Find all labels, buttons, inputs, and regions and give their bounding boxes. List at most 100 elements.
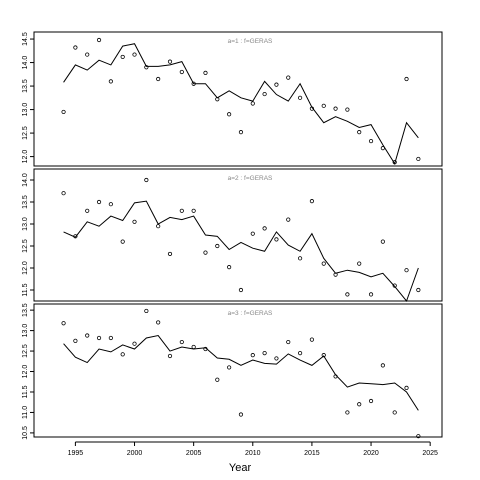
data-point bbox=[404, 76, 409, 82]
data-point bbox=[96, 335, 102, 341]
data-point bbox=[191, 344, 196, 350]
data-point bbox=[416, 287, 421, 293]
data-point bbox=[368, 138, 374, 144]
data-point bbox=[203, 70, 208, 76]
y-tick-label: 14.0 bbox=[22, 173, 29, 187]
data-point bbox=[203, 250, 208, 255]
panel-1: a=1 : f=GERAS 12.0 12.5 13.0 13.5 14.0 14.5 bbox=[22, 31, 443, 167]
data-point bbox=[73, 338, 78, 343]
data-point bbox=[238, 412, 244, 417]
data-point bbox=[85, 52, 90, 57]
y-tick-label: 12.5 bbox=[22, 239, 29, 253]
data-point bbox=[191, 81, 196, 86]
data-point bbox=[227, 265, 232, 270]
series-line bbox=[63, 43, 419, 165]
data-point bbox=[380, 239, 385, 244]
data-point bbox=[297, 256, 303, 261]
data-point bbox=[61, 109, 66, 115]
data-point bbox=[297, 95, 303, 100]
data-point bbox=[286, 217, 291, 222]
data-point bbox=[85, 208, 90, 213]
data-point bbox=[120, 54, 125, 60]
data-point bbox=[380, 363, 385, 368]
data-point bbox=[345, 410, 350, 415]
data-point bbox=[179, 208, 184, 213]
data-point bbox=[321, 261, 326, 266]
data-point bbox=[156, 224, 161, 229]
data-point bbox=[191, 208, 196, 213]
data-point bbox=[96, 37, 102, 43]
data-point bbox=[144, 308, 149, 314]
data-point bbox=[297, 351, 303, 356]
data-point bbox=[108, 79, 113, 84]
panel-frame bbox=[33, 168, 443, 302]
panel-frame bbox=[33, 303, 443, 438]
data-point bbox=[120, 352, 125, 357]
data-point bbox=[215, 243, 220, 249]
data-point bbox=[345, 107, 350, 112]
data-point bbox=[120, 239, 125, 244]
data-point bbox=[156, 320, 161, 325]
data-point bbox=[333, 106, 338, 111]
data-point bbox=[179, 339, 184, 345]
data-point bbox=[404, 385, 409, 390]
panel-label: a=1 : f=GERAS bbox=[228, 38, 273, 45]
x-tick-label: 2015 bbox=[304, 450, 320, 457]
data-point bbox=[61, 191, 66, 196]
data-point bbox=[144, 177, 149, 183]
panel-label: a=3 : f=GERAS bbox=[228, 310, 273, 317]
y-tick-label: 13.0 bbox=[22, 103, 29, 117]
data-point bbox=[274, 237, 279, 242]
y-tick-label: 12.0 bbox=[22, 150, 29, 164]
data-point bbox=[108, 335, 113, 341]
data-point bbox=[132, 341, 137, 346]
x-tick-label: 2010 bbox=[245, 450, 261, 457]
y-tick-label: 11.5 bbox=[22, 283, 29, 296]
data-point bbox=[286, 339, 291, 345]
y-tick-label: 12.5 bbox=[22, 344, 29, 358]
data-point bbox=[238, 130, 244, 135]
data-point bbox=[357, 402, 362, 407]
data-point bbox=[262, 226, 267, 231]
data-point bbox=[416, 434, 421, 439]
data-point bbox=[227, 112, 232, 117]
data-point bbox=[132, 52, 137, 57]
data-point bbox=[416, 156, 421, 162]
data-point bbox=[132, 219, 137, 224]
series-line bbox=[63, 334, 419, 411]
data-point bbox=[321, 103, 326, 108]
data-point bbox=[345, 292, 350, 297]
data-point bbox=[333, 272, 338, 277]
panel-label: a=2 : f=GERAS bbox=[228, 175, 273, 182]
chart-panels: a=1 : f=GERAS 12.0 12.5 13.0 13.5 14.0 14.5 a=2… bbox=[22, 31, 443, 440]
y-tick-label: 10.5 bbox=[22, 426, 29, 440]
y-tick-label: 12.5 bbox=[22, 126, 29, 140]
data-point bbox=[404, 268, 409, 273]
y-tick-label: 12.0 bbox=[22, 365, 29, 379]
y-tick-label: 11.0 bbox=[22, 406, 29, 419]
y-tick-label: 14.5 bbox=[22, 32, 29, 46]
data-point bbox=[262, 91, 267, 97]
data-point bbox=[85, 333, 90, 338]
data-point bbox=[368, 292, 374, 297]
data-point bbox=[392, 160, 397, 165]
data-point bbox=[309, 106, 315, 111]
data-point bbox=[321, 353, 326, 358]
x-tick-label: 2020 bbox=[363, 450, 379, 457]
x-tick-label: 2000 bbox=[127, 450, 143, 457]
y-tick-label: 13.5 bbox=[22, 195, 29, 209]
y-tick-label: 13.0 bbox=[22, 324, 29, 338]
data-point bbox=[73, 45, 78, 50]
data-point bbox=[215, 97, 220, 102]
data-point bbox=[108, 202, 113, 207]
panel-3: a=3 : f=GERAS 10.5 11.0 11.5 12.0 12.5 13.0 13.… bbox=[22, 303, 443, 440]
data-point bbox=[73, 234, 78, 239]
x-tick-label: 2025 bbox=[422, 450, 438, 457]
data-point bbox=[357, 261, 362, 266]
y-tick-label: 13.5 bbox=[22, 79, 29, 93]
x-tick-label: 1995 bbox=[68, 450, 84, 457]
data-point bbox=[274, 82, 279, 87]
data-point bbox=[333, 374, 338, 379]
data-point bbox=[286, 75, 291, 80]
